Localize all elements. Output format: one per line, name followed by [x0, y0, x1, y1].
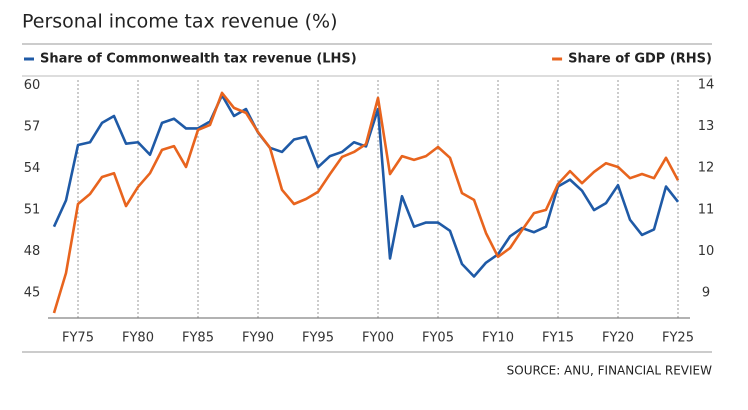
x-tick-label: FY90	[242, 331, 274, 346]
y2-tick-label: 12	[698, 161, 715, 176]
x-tick-label: FY15	[542, 331, 574, 346]
y-tick-label: 54	[24, 161, 41, 176]
chart-title: Personal income tax revenue (%)	[22, 11, 338, 33]
series-line	[52, 91, 680, 314]
x-tick-label: FY00	[362, 331, 394, 346]
y2-tick-label: 10	[698, 244, 715, 259]
x-tick-label: FY05	[422, 331, 454, 346]
x-tick-label: FY75	[62, 331, 94, 346]
y-tick-label: 45	[24, 286, 41, 301]
y2-tick-label: 14	[698, 77, 715, 92]
x-tick-label: FY10	[482, 331, 514, 346]
x-tick-label: FY85	[182, 331, 214, 346]
legend-label: Share of Commonwealth tax revenue (LHS)	[40, 52, 357, 67]
y2-tick-label: 9	[702, 286, 710, 301]
y-tick-label: 57	[24, 120, 41, 135]
legend-label: Share of GDP (RHS)	[568, 52, 712, 67]
x-tick-label: FY20	[602, 331, 634, 346]
source: SOURCE: ANU, FINANCIAL REVIEW	[507, 364, 712, 378]
y-tick-label: 48	[24, 244, 41, 259]
y2-tick-label: 13	[698, 119, 715, 134]
y-tick-label: 51	[24, 203, 41, 218]
x-tick-label: FY25	[662, 331, 694, 346]
y2-tick-label: 11	[698, 202, 715, 217]
x-tick-label: FY95	[302, 331, 334, 346]
y-tick-label: 60	[24, 78, 41, 93]
x-tick-label: FY80	[122, 331, 154, 346]
series-line	[52, 93, 680, 278]
